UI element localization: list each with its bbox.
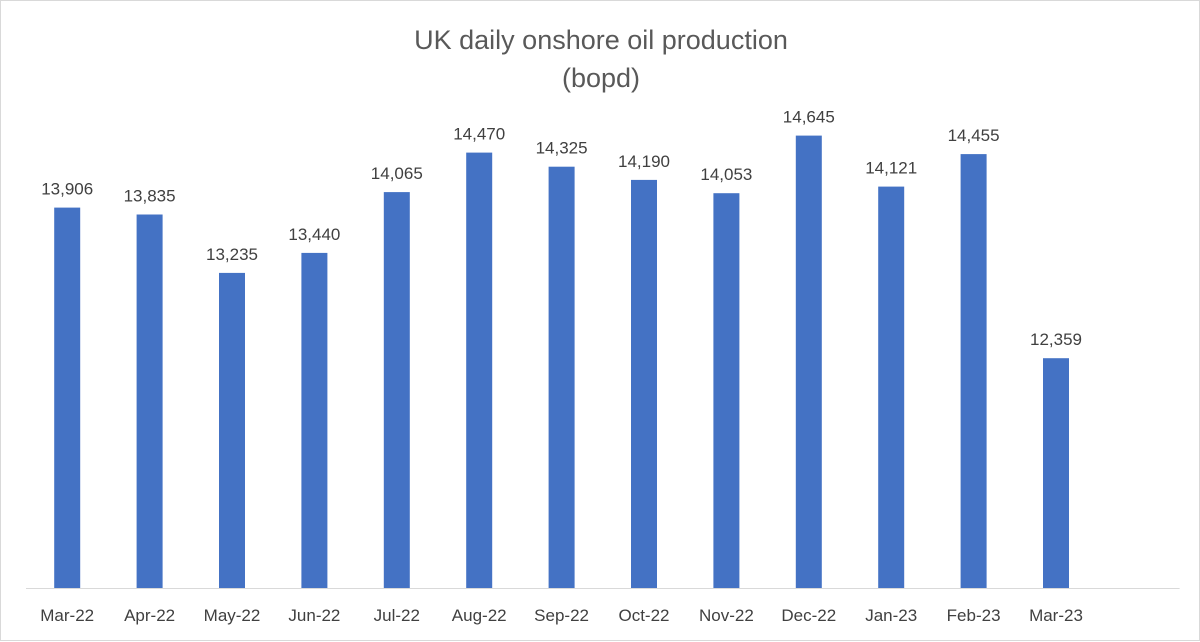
x-tick-label-oct-22: Oct-22 — [618, 606, 669, 625]
bars-group — [54, 135, 1069, 588]
x-tick-label-mar-23: Mar-23 — [1029, 606, 1083, 625]
data-label-apr-22: 13,835 — [124, 187, 176, 206]
bar-jul-22 — [383, 192, 410, 588]
data-label-jan-23: 14,121 — [865, 159, 917, 178]
data-label-oct-22: 14,190 — [618, 152, 670, 171]
x-tick-label-nov-22: Nov-22 — [699, 606, 754, 625]
data-label-feb-23: 14,455 — [948, 126, 1000, 145]
data-label-may-22: 13,235 — [206, 245, 258, 264]
bar-apr-22 — [136, 214, 163, 588]
data-labels-group: 13,906 13,835 13,235 13,440 14,065 14,470 14,3… — [41, 108, 1082, 350]
data-label-dec-22: 14,645 — [783, 108, 835, 127]
bar-jun-22 — [301, 252, 328, 588]
x-tick-label-aug-22: Aug-22 — [452, 606, 507, 625]
bar-oct-22 — [631, 179, 657, 588]
bar-mar-22 — [54, 207, 81, 588]
data-label-mar-23: 12,359 — [1030, 330, 1082, 349]
bar-aug-22 — [466, 152, 493, 588]
bar-may-22 — [219, 272, 245, 588]
x-axis-ticks-group: Mar-22 Apr-22 May-22 Jun-22 Jul-22 Aug-22 Sep-… — [40, 606, 1083, 625]
x-tick-label-jun-22: Jun-22 — [288, 606, 340, 625]
bar-nov-22 — [713, 193, 740, 588]
bar-dec-22 — [795, 135, 822, 588]
x-tick-label-jan-23: Jan-23 — [865, 606, 917, 625]
bar-feb-23 — [960, 154, 987, 588]
x-tick-label-mar-22: Mar-22 — [40, 606, 94, 625]
x-tick-label-may-22: May-22 — [204, 606, 261, 625]
bar-sep-22 — [548, 166, 575, 588]
data-label-jun-22: 13,440 — [288, 225, 340, 244]
bar-mar-23 — [1043, 358, 1069, 588]
data-label-nov-22: 14,053 — [700, 165, 752, 184]
x-tick-label-dec-22: Dec-22 — [781, 606, 836, 625]
data-label-jul-22: 14,065 — [371, 164, 423, 183]
data-label-mar-22: 13,906 — [41, 180, 93, 199]
data-label-sep-22: 14,325 — [536, 139, 588, 158]
data-label-aug-22: 14,470 — [453, 125, 505, 144]
x-tick-label-jul-22: Jul-22 — [374, 606, 420, 625]
x-tick-label-apr-22: Apr-22 — [124, 606, 175, 625]
x-tick-label-feb-23: Feb-23 — [947, 606, 1001, 625]
x-tick-label-sep-22: Sep-22 — [534, 606, 589, 625]
bar-jan-23 — [878, 186, 905, 588]
chart-title-line-1: UK daily onshore oil production — [414, 25, 788, 55]
chart-title-line-2: (bopd) — [562, 63, 640, 93]
